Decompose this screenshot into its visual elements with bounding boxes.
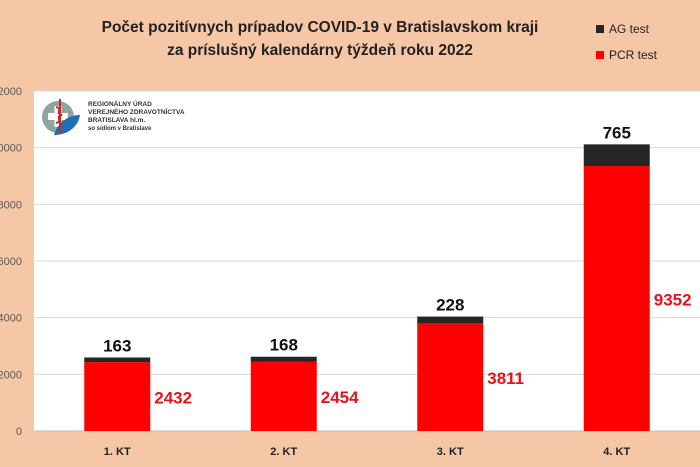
y-tick-label: 10000 (0, 143, 22, 155)
data-label-pcr: 9352 (654, 291, 692, 310)
data-label-pcr: 2454 (321, 388, 359, 407)
data-label-ag: 765 (603, 123, 631, 142)
x-tick-label: 3. KT (437, 446, 464, 458)
health-office-logo-icon (42, 99, 80, 135)
y-tick-label: 8000 (0, 199, 22, 211)
x-tick-label: 4. KT (603, 446, 630, 458)
title-line-2: za príslušný kalendárny týždeň roku 2022 (167, 42, 473, 59)
legend-swatch-pcr (596, 50, 604, 59)
bar-ag (250, 356, 317, 362)
y-tick-label: 2000 (0, 369, 22, 381)
bar-pcr (84, 362, 151, 431)
x-tick-label: 1. KT (104, 446, 131, 458)
data-label-ag: 168 (270, 336, 298, 355)
bar-pcr (250, 361, 317, 431)
legend-swatch-ag (596, 24, 604, 33)
data-label-pcr: 3811 (487, 369, 524, 388)
bar-pcr (583, 166, 650, 431)
bar-ag (417, 316, 484, 324)
y-tick-label: 12000 (0, 86, 22, 98)
logo-line: so sídlom v Bratislave (88, 126, 152, 132)
legend: AG test PCR test (596, 22, 657, 74)
logo: REGIONÁLNY ÚRAD VEREJNÉHO ZDRAVOTNÍCTVA … (40, 97, 185, 137)
data-label-pcr: 2432 (154, 389, 192, 408)
logo-line: BRATISLAVA hl.m. (88, 117, 146, 124)
data-label-ag: 228 (436, 296, 464, 315)
legend-label-pcr: PCR test (609, 47, 658, 62)
x-tick-label: 2. KT (270, 446, 297, 458)
legend-item-pcr: PCR test (596, 47, 658, 62)
y-tick-label: 6000 (0, 256, 22, 268)
legend-item-ag: AG test (596, 21, 657, 36)
logo-line: VEREJNÉHO ZDRAVOTNÍCTVA (88, 109, 185, 116)
chart-title: Počet pozitívnych prípadov COVID-19 v Br… (0, 16, 640, 62)
logo-line: REGIONÁLNY ÚRAD (88, 101, 152, 108)
bar-pcr (417, 323, 484, 431)
y-tick-label: 0 (16, 426, 22, 438)
legend-label-ag: AG test (609, 21, 650, 36)
title-line-1: Počet pozitívnych prípadov COVID-19 v Br… (101, 19, 539, 36)
bar-ag (583, 144, 650, 167)
bar-ag (84, 357, 151, 363)
y-tick-label: 4000 (0, 313, 22, 325)
data-label-ag: 163 (103, 336, 131, 355)
